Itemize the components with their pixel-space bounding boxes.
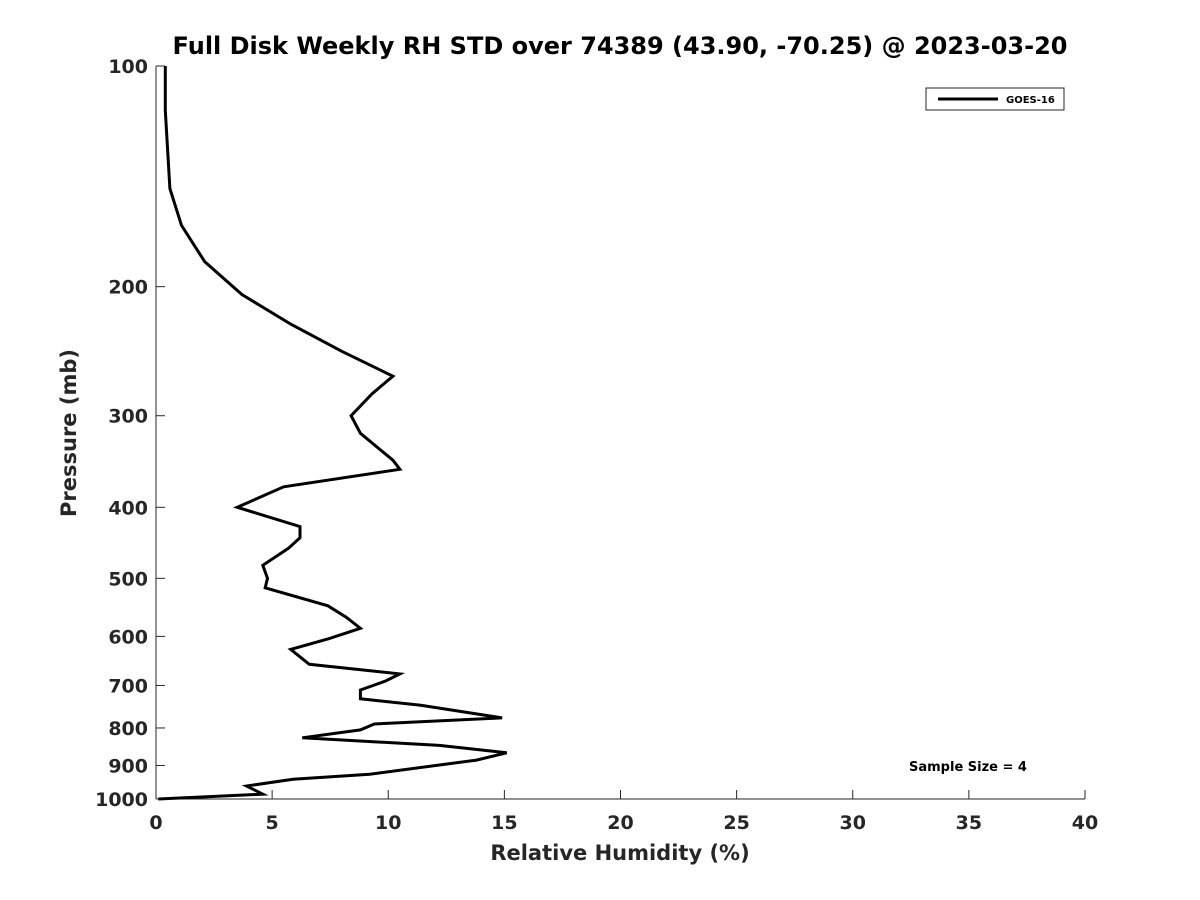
- y-axis-label: Pressure (mb): [57, 349, 81, 517]
- y-tick-label: 800: [108, 718, 148, 740]
- x-tick-label: 40: [1072, 812, 1098, 834]
- y-tick-label: 900: [108, 755, 148, 777]
- x-tick-label: 10: [375, 812, 401, 834]
- y-tick-label: 300: [108, 406, 148, 428]
- y-tick-label: 500: [108, 568, 148, 590]
- x-tick-label: 20: [607, 812, 633, 834]
- y-ticks: 100 200 300 400 500 600 700 800 900 1000: [95, 56, 165, 811]
- x-tick-label: 35: [956, 812, 982, 834]
- y-tick-label: 1000: [95, 789, 148, 811]
- y-tick-label: 100: [108, 56, 148, 78]
- x-ticks: 0 5 10 15 20 25 30 35 40: [149, 790, 1098, 834]
- legend: GOES-16: [925, 87, 1065, 111]
- series-layer: [158, 66, 508, 801]
- legend-label: GOES-16: [1006, 95, 1055, 106]
- series-line-1: [158, 66, 508, 801]
- y-tick-label: 400: [108, 497, 148, 519]
- x-tick-label: 15: [491, 812, 517, 834]
- plot-area: [155, 66, 1085, 800]
- y-tick-label: 700: [108, 675, 148, 697]
- sample-size-annotation: Sample Size = 4: [909, 760, 1027, 775]
- y-tick-label: 200: [108, 277, 148, 299]
- x-axis-label: Relative Humidity (%): [490, 841, 749, 865]
- chart-title: Full Disk Weekly RH STD over 74389 (43.9…: [173, 32, 1068, 60]
- x-tick-label: 0: [149, 812, 162, 834]
- y-tick-label: 600: [108, 626, 148, 648]
- x-tick-label: 25: [723, 812, 749, 834]
- x-tick-label: 30: [840, 812, 866, 834]
- x-tick-label: 5: [266, 812, 279, 834]
